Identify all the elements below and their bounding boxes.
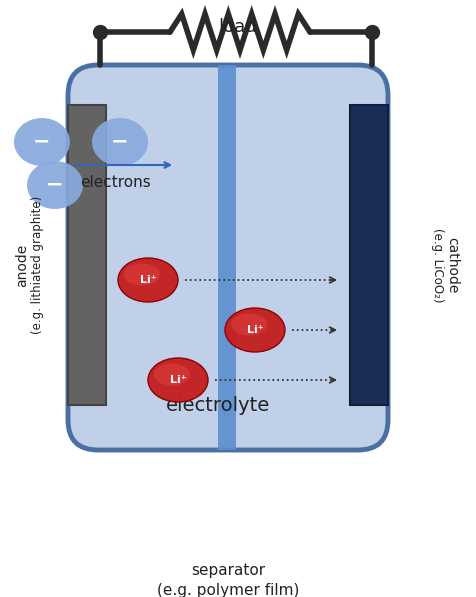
Bar bbox=[349, 105, 387, 405]
Text: −: − bbox=[111, 132, 129, 152]
FancyBboxPatch shape bbox=[68, 65, 387, 450]
Ellipse shape bbox=[230, 313, 267, 336]
Text: electrolyte: electrolyte bbox=[166, 396, 269, 415]
Text: Li⁺: Li⁺ bbox=[139, 275, 156, 285]
Text: −: − bbox=[46, 175, 64, 195]
Text: electrons: electrons bbox=[80, 175, 150, 190]
Ellipse shape bbox=[118, 258, 178, 302]
Ellipse shape bbox=[92, 118, 148, 166]
Bar bbox=[218, 65, 236, 450]
Text: separator: separator bbox=[190, 562, 265, 577]
Text: Li⁺: Li⁺ bbox=[169, 375, 186, 385]
Ellipse shape bbox=[14, 118, 70, 166]
Ellipse shape bbox=[148, 358, 208, 402]
Text: (e.g. lithiated graphite): (e.g. lithiated graphite) bbox=[31, 196, 44, 334]
Text: cathode: cathode bbox=[444, 237, 458, 293]
Bar bbox=[68, 105, 106, 405]
Ellipse shape bbox=[27, 161, 83, 209]
Text: Li⁺: Li⁺ bbox=[246, 325, 263, 335]
Ellipse shape bbox=[154, 364, 189, 386]
Text: load: load bbox=[218, 18, 257, 36]
Ellipse shape bbox=[225, 308, 284, 352]
Text: anode: anode bbox=[15, 244, 29, 287]
Text: −: − bbox=[33, 132, 50, 152]
Text: (e.g. LiCoO₂): (e.g. LiCoO₂) bbox=[431, 227, 444, 302]
Text: (e.g. polymer film): (e.g. polymer film) bbox=[157, 583, 298, 597]
Ellipse shape bbox=[124, 263, 159, 285]
